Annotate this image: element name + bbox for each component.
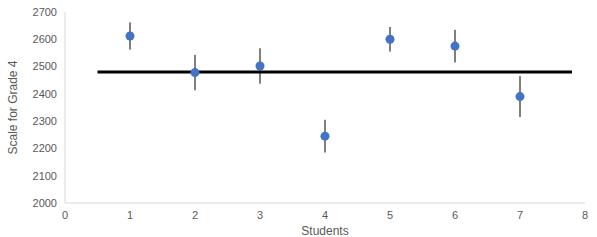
svg-text:1: 1 [127,209,133,221]
svg-text:7: 7 [517,209,523,221]
svg-text:2200: 2200 [33,142,57,154]
svg-text:2300: 2300 [33,115,57,127]
svg-text:4: 4 [322,209,328,221]
svg-text:2100: 2100 [33,170,57,182]
svg-text:2400: 2400 [33,88,57,100]
svg-text:3: 3 [257,209,263,221]
svg-text:2: 2 [192,209,198,221]
svg-text:8: 8 [582,209,588,221]
svg-text:Students: Students [301,224,348,237]
svg-text:6: 6 [452,209,458,221]
svg-text:2600: 2600 [33,33,57,45]
svg-text:2500: 2500 [33,60,57,72]
svg-text:2700: 2700 [33,6,57,18]
svg-text:Scale for Grade 4: Scale for Grade 4 [8,60,20,154]
svg-text:2000: 2000 [33,197,57,209]
svg-text:5: 5 [387,209,393,221]
svg-text:0: 0 [62,209,68,221]
